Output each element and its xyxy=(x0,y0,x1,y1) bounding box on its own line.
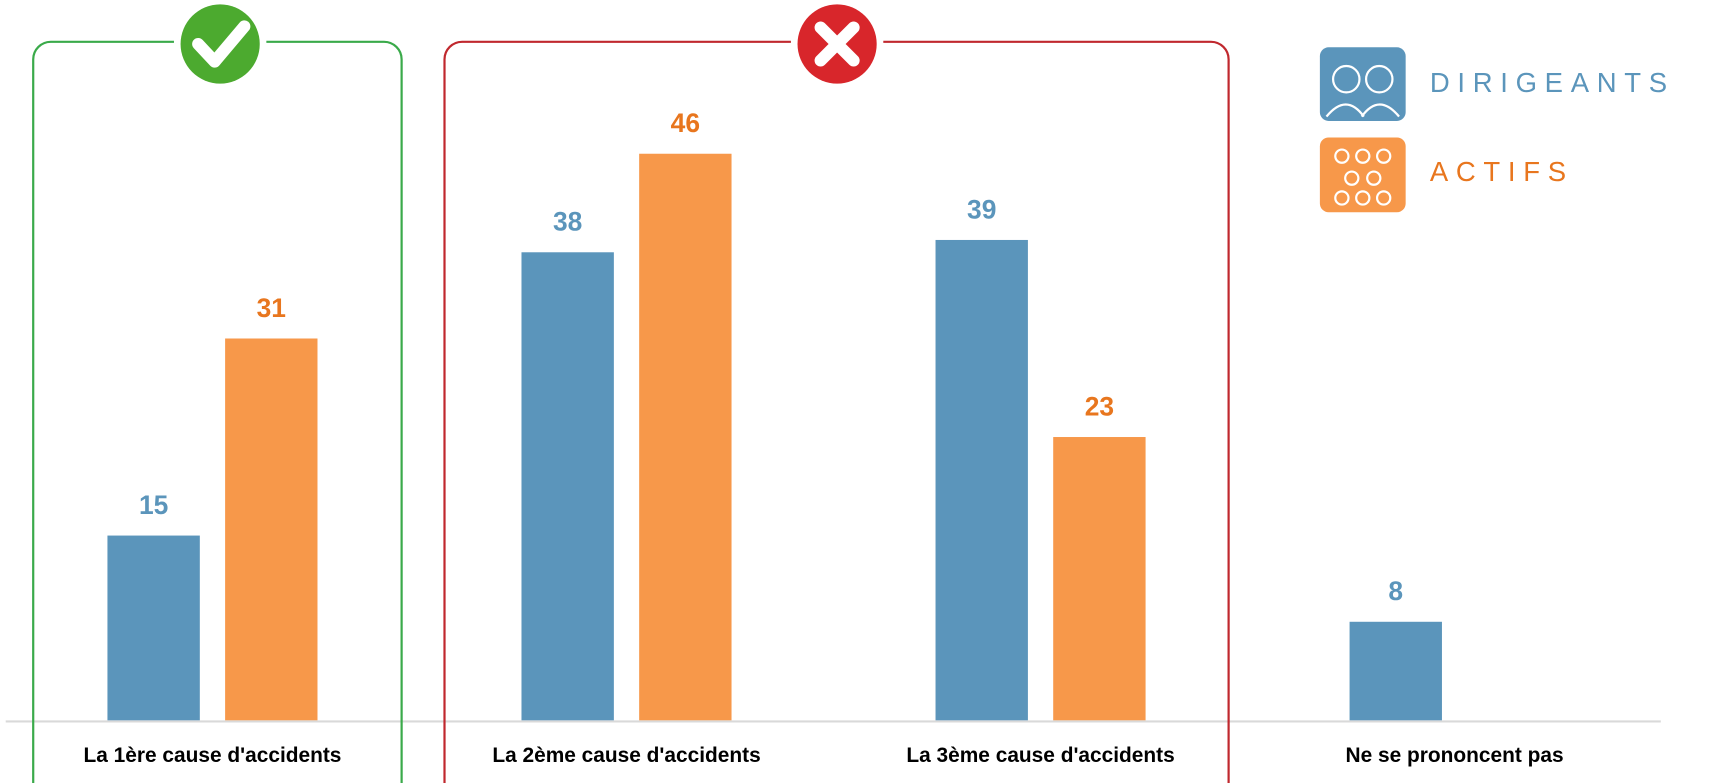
bar xyxy=(1053,437,1146,721)
bar xyxy=(935,239,1028,721)
data-label: 39 xyxy=(967,194,996,224)
bar xyxy=(1349,621,1442,721)
legend-label: DIRIGEANTS xyxy=(1430,67,1675,98)
bar xyxy=(107,535,200,721)
data-label: 31 xyxy=(257,293,286,323)
data-label: 15 xyxy=(139,490,168,520)
data-label: 23 xyxy=(1085,391,1114,421)
correct-box xyxy=(32,40,403,783)
data-label: 38 xyxy=(553,207,582,237)
bar xyxy=(225,338,318,721)
x-tick-label: La 3ème cause d'accidents xyxy=(906,744,1174,767)
legend-icon-dirigeants xyxy=(1319,47,1406,121)
cross-icon xyxy=(790,0,884,88)
bar xyxy=(639,153,732,721)
check-icon xyxy=(173,0,267,88)
bar xyxy=(521,252,614,721)
legend-label: ACTIFS xyxy=(1430,156,1574,187)
x-tick-label: La 2ème cause d'accidents xyxy=(492,744,760,767)
legend-icon-actifs xyxy=(1319,137,1406,213)
x-tick-label: La 1ère cause d'accidents xyxy=(84,744,342,767)
x-tick-label: Ne se prononcent pas xyxy=(1346,744,1564,767)
data-label: 8 xyxy=(1388,576,1403,606)
data-label: 46 xyxy=(671,108,700,138)
